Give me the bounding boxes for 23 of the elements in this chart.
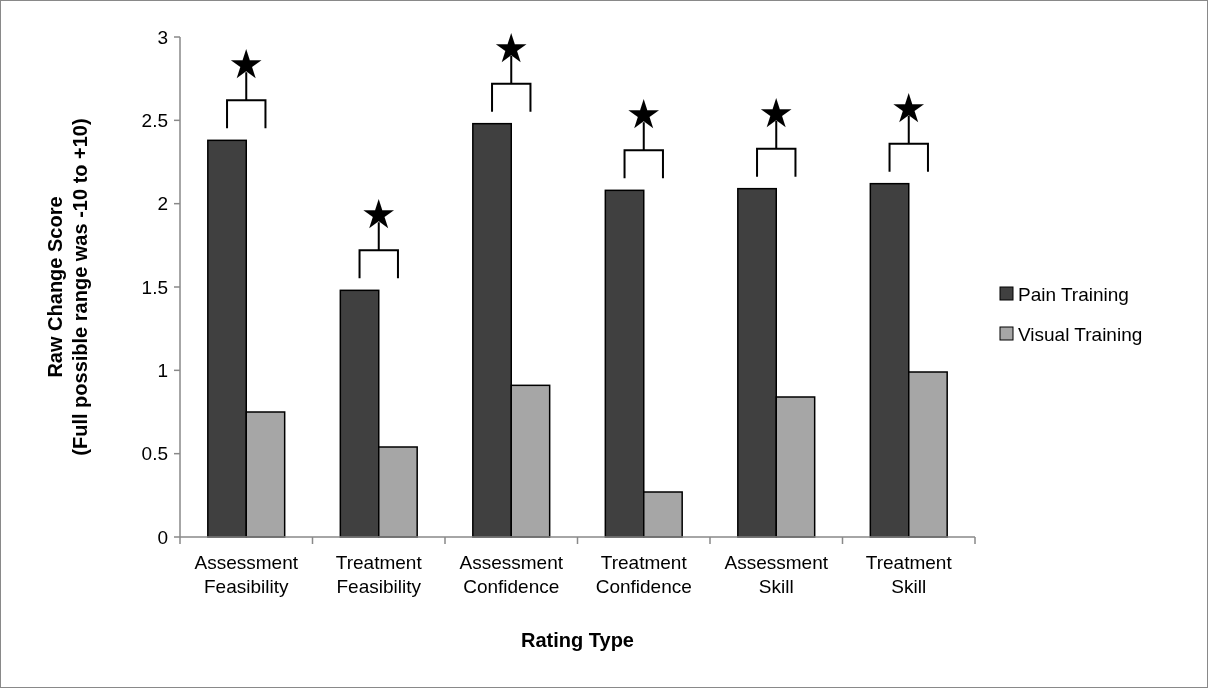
legend-label: Pain Training: [1018, 283, 1129, 305]
annotation: ★: [890, 84, 927, 131]
y-tick-label: 3: [157, 26, 168, 48]
x-tick-label: Assessment Skill: [724, 552, 829, 597]
x-axis-title: Rating Type: [521, 629, 634, 651]
y-tick-label: 2: [157, 193, 168, 215]
annotation: ★: [228, 41, 265, 88]
x-tick-label: Treatment Feasibility: [335, 552, 423, 597]
annotation: ★: [493, 24, 530, 71]
annotation: ★: [360, 191, 397, 238]
y-tick-label: 2.5: [141, 109, 168, 131]
x-tick-label: Treatment Skill: [865, 552, 953, 597]
y-tick-label: 0: [157, 526, 168, 548]
y-tick-label: 0.5: [141, 443, 168, 465]
x-tick-label: Treatment Confidence: [595, 552, 692, 597]
annotation: ★: [625, 91, 662, 138]
y-tick-label: 1.5: [141, 276, 168, 298]
y-tick-label: 1: [157, 359, 168, 381]
x-tick-label: Assessment Confidence: [459, 552, 564, 597]
annotation: ★: [758, 89, 795, 136]
y-axis-title: Raw Change Score (Full possible range was -10 to +10): [44, 118, 91, 456]
x-tick-label: Assessment Feasibility: [194, 552, 299, 597]
legend-label: Visual Training: [1018, 323, 1143, 345]
